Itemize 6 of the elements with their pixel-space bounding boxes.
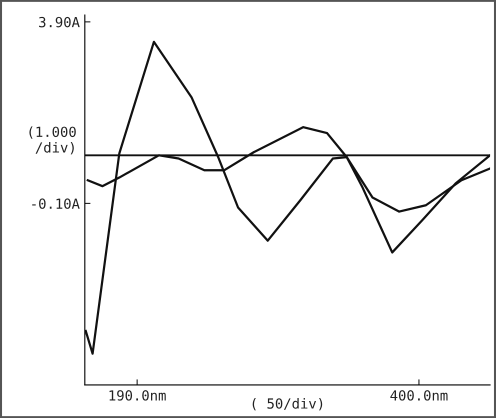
y-tick-label: 3.90A	[39, 16, 80, 28]
y-axis-title: (1.000 /div)	[29, 126, 76, 154]
x-tick-label: 190.0nm	[110, 390, 166, 401]
x-tick-label: 400.0nm	[390, 390, 448, 401]
x-axis-title: ( 50/div)	[252, 398, 322, 410]
y-tick-label: -0.10A	[32, 198, 80, 209]
